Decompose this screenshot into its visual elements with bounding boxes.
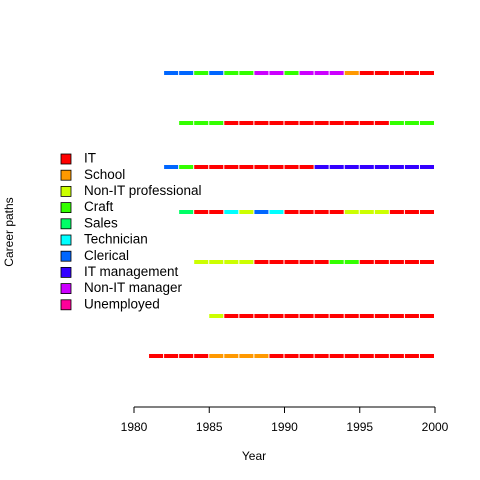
legend-label: Non-IT professional (84, 183, 202, 198)
legend-swatch (60, 185, 72, 197)
legend-label: Technician (84, 232, 148, 247)
legend-label: IT management (84, 264, 179, 279)
x-tick-label: 1980 (121, 420, 148, 434)
legend-swatch (60, 250, 72, 262)
x-tick-label: 2000 (422, 420, 449, 434)
legend-swatch (60, 218, 72, 230)
legend-swatch (60, 283, 72, 295)
legend-label: Unemployed (84, 296, 160, 311)
x-tick-label: 1985 (196, 420, 223, 434)
legend-label: Non-IT manager (84, 280, 183, 295)
legend-label: School (84, 167, 125, 182)
x-tick-label: 1995 (346, 420, 373, 434)
legend-label: IT (84, 151, 96, 166)
legend-swatch (60, 266, 72, 278)
legend-label: Clerical (84, 248, 129, 263)
legend-swatch (60, 153, 72, 165)
y-axis-label: Career paths (2, 197, 16, 266)
x-axis-label: Year (242, 449, 266, 463)
legend-label: Craft (84, 199, 114, 214)
legend-swatch (60, 202, 72, 214)
x-tick-label: 1990 (271, 420, 298, 434)
legend-swatch (60, 169, 72, 181)
legend-swatch (60, 234, 72, 246)
legend-swatch (60, 299, 72, 311)
legend-label: Sales (84, 215, 118, 230)
